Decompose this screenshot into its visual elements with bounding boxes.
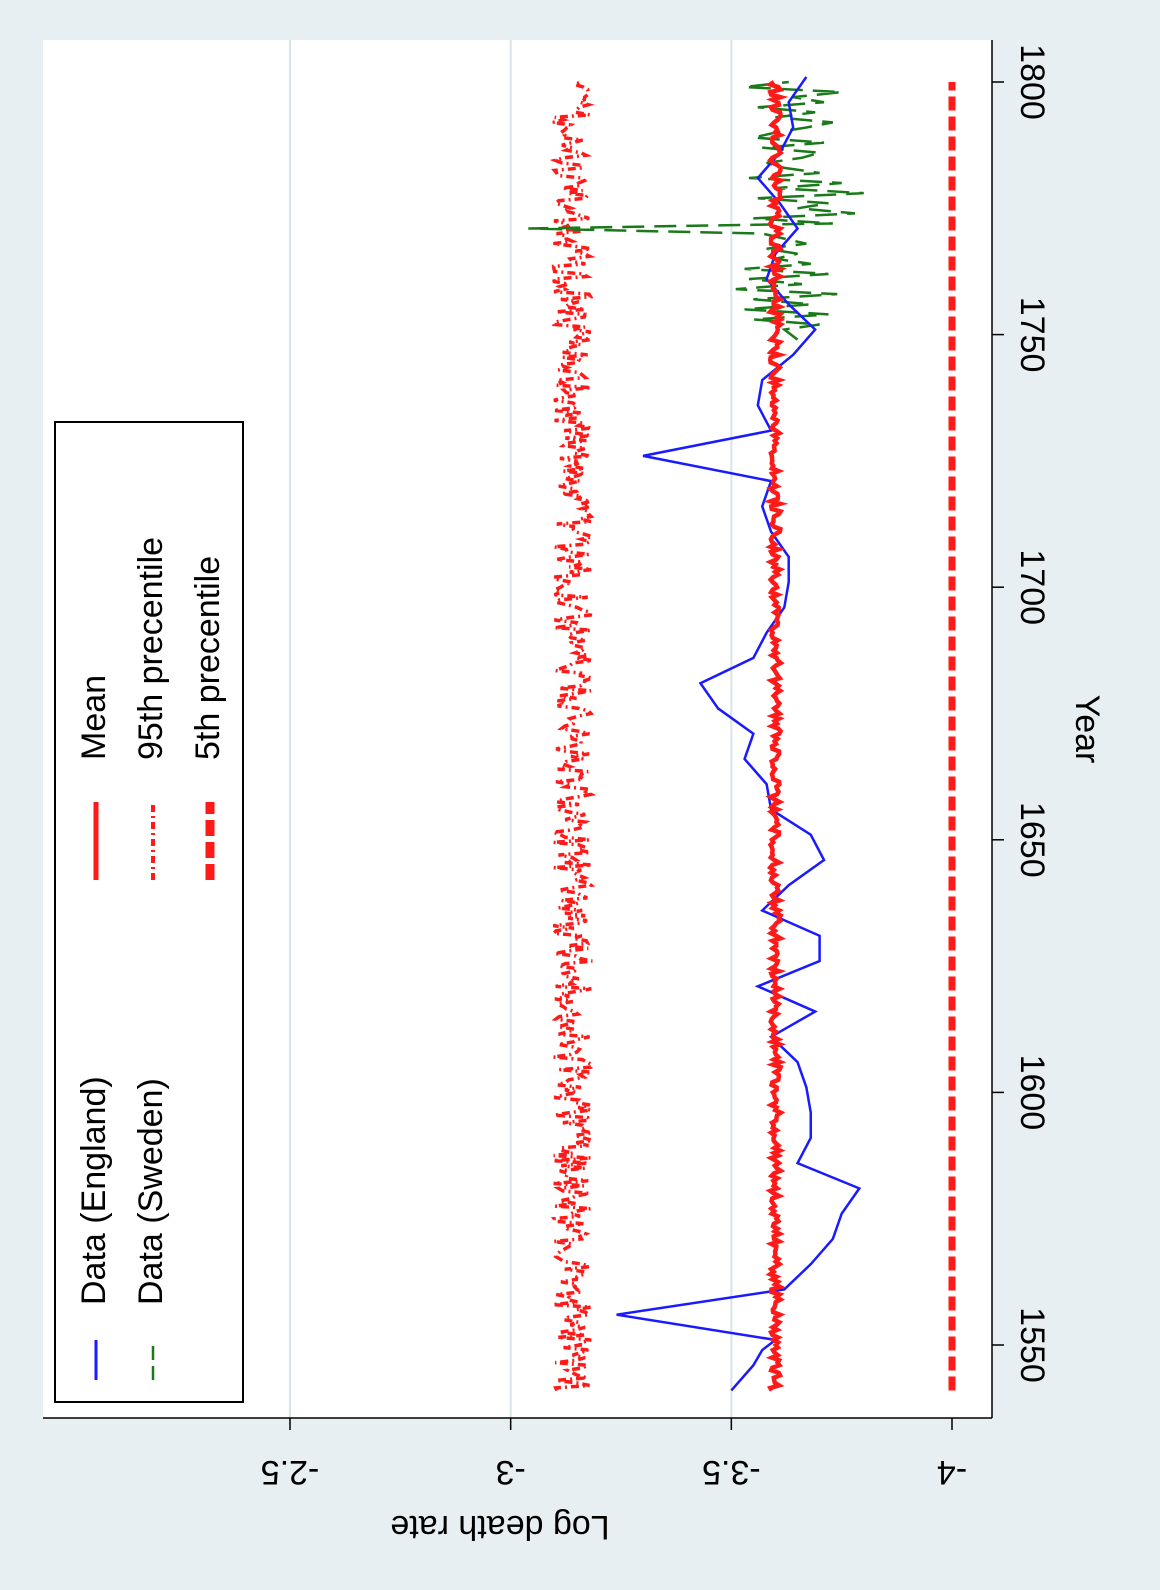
legend-item: 5th precentile — [189, 556, 227, 880]
year-tick-label: 1550 — [1013, 1307, 1051, 1383]
legend-item: 95th precentile — [132, 537, 170, 880]
legend-label: 95th precentile — [132, 537, 170, 760]
legend-box — [54, 421, 244, 1403]
legend-label: Mean — [75, 675, 113, 760]
series-england — [616, 76, 862, 1392]
year-tick-label: 1600 — [1013, 1055, 1051, 1131]
value-tick-label: -2.5 — [261, 1453, 320, 1491]
year-tick-label: 1750 — [1013, 297, 1051, 373]
year-tick-label: 1700 — [1013, 549, 1051, 625]
legend-item: Mean — [75, 675, 113, 880]
x-axis-label: Year — [1068, 695, 1106, 764]
year-tick-label: 1650 — [1013, 802, 1051, 878]
legend-item: Data (Sweden) — [132, 1078, 170, 1380]
value-tick-label: -3.5 — [702, 1453, 761, 1491]
year-tick-label: 1800 — [1013, 44, 1051, 120]
legend-label: 5th precentile — [189, 556, 227, 760]
legend-item: Data (England) — [75, 1076, 113, 1380]
series-sweden — [528, 80, 864, 341]
series-95th-percentile — [548, 80, 599, 1392]
series-mean — [763, 80, 789, 1392]
value-tick-label: -4 — [937, 1453, 967, 1491]
legend-label: Data (England) — [75, 1076, 113, 1305]
legend-label: Data (Sweden) — [132, 1078, 170, 1305]
value-tick-label: -3 — [496, 1453, 526, 1491]
y-axis-label: Log death rate — [390, 1508, 609, 1546]
